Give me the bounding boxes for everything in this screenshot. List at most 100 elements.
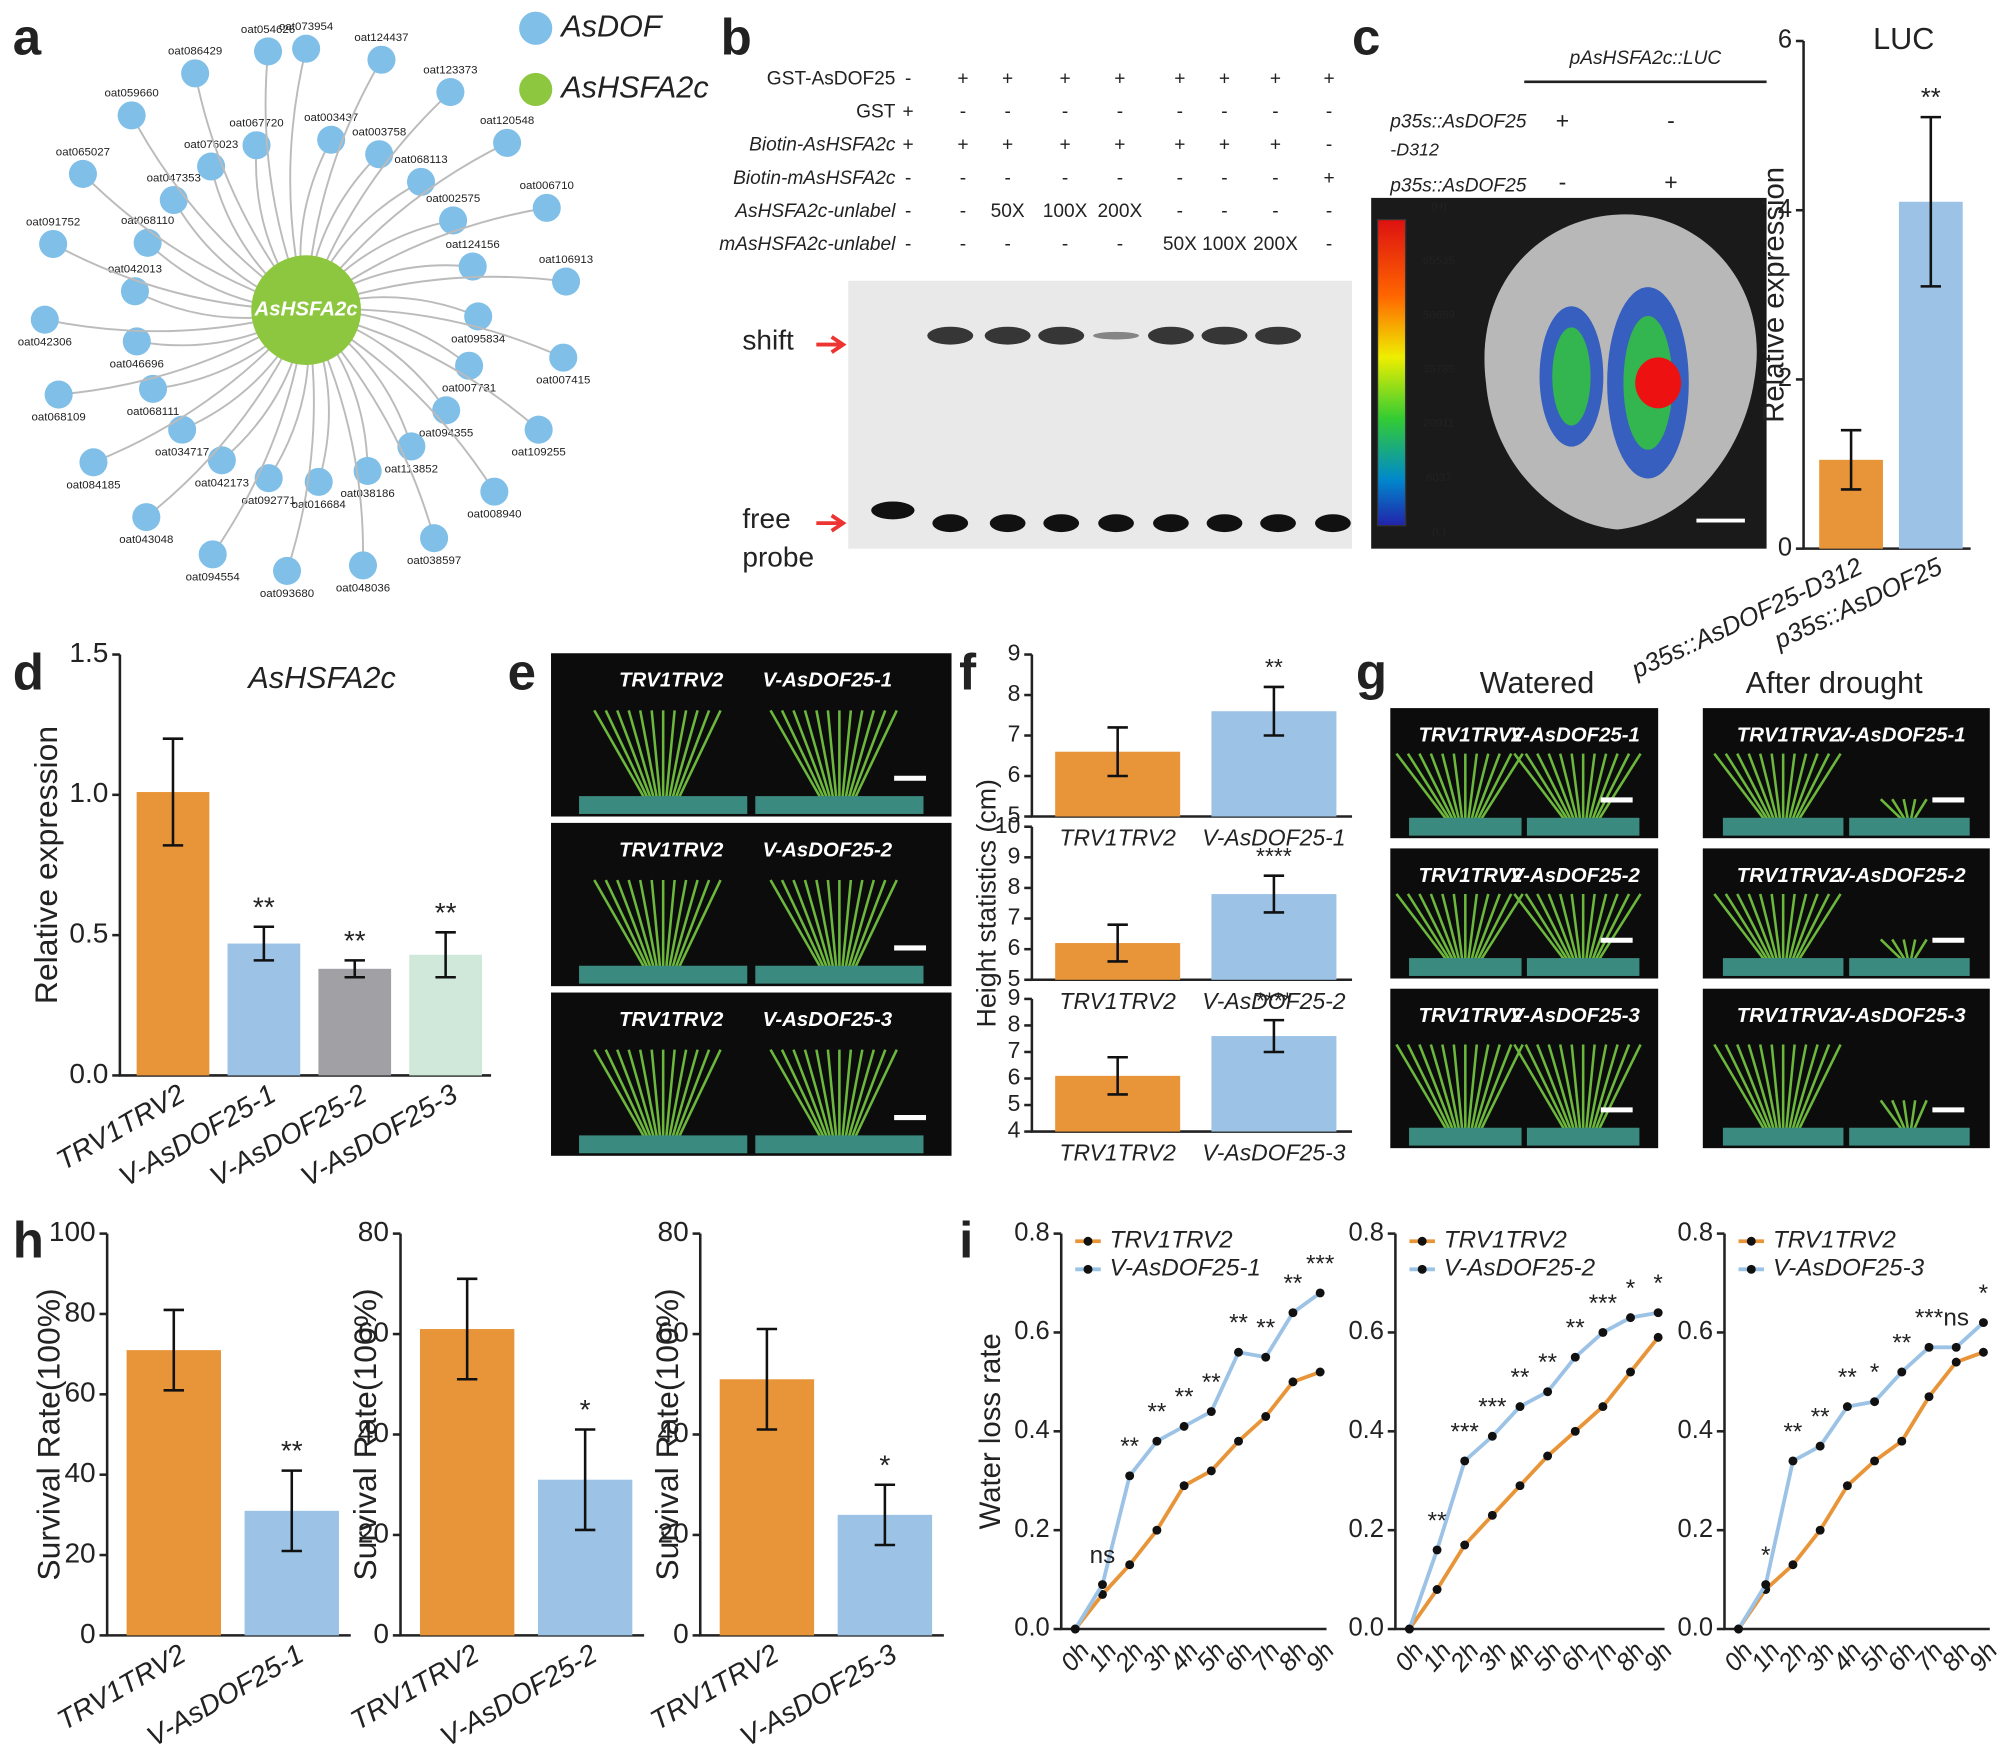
plant: [1467, 1044, 1479, 1130]
plant: [1736, 753, 1772, 820]
point: [1288, 1377, 1298, 1387]
gel-lane-sign: +: [903, 101, 914, 122]
node-label: oat068111: [127, 406, 180, 418]
significance: **: [253, 891, 275, 922]
y-tick-label: 9: [1008, 984, 1021, 1010]
plant: [1524, 752, 1569, 820]
significance: ****: [1256, 987, 1292, 1013]
y-tick-label: 0: [373, 1618, 389, 1649]
panel-letter: h: [13, 1211, 44, 1268]
point: [1924, 1392, 1934, 1402]
y-tick-label: 4: [1778, 195, 1792, 223]
gel-lane-sign: +: [1270, 68, 1281, 89]
y-axis-label: Height statistics (cm): [972, 779, 1002, 1027]
plant: [1747, 893, 1775, 960]
legend-label: AsDOF: [559, 9, 664, 43]
node: [79, 448, 108, 477]
y-tick-label: 0.0: [69, 1058, 108, 1089]
point: [1978, 1318, 1988, 1328]
plant: [1713, 893, 1766, 961]
pot: [755, 796, 924, 814]
colorbar-label: 6037: [1426, 472, 1452, 484]
y-tick-label: 7: [1008, 904, 1021, 930]
gel-lane-sign: -: [1272, 201, 1278, 222]
gel-lane-sign: +: [1059, 135, 1070, 156]
node: [44, 380, 73, 409]
significance: **: [1175, 1384, 1194, 1411]
node: [117, 101, 146, 130]
node-label: oat065027: [56, 146, 110, 158]
plant: [1441, 893, 1461, 960]
gel-lane-sign: -: [905, 68, 911, 89]
plant: [604, 1049, 649, 1138]
point: [1870, 1456, 1880, 1466]
plant: [841, 879, 853, 968]
x-tick-label: TRV1TRV2: [1059, 825, 1176, 851]
gel-lane-sign: -: [960, 201, 966, 222]
x-tick-label: V-AsDOF25-3: [295, 1078, 462, 1193]
point: [1897, 1436, 1907, 1446]
y-tick-label: 0.4: [1014, 1416, 1049, 1444]
x-tick-label: TRV1TRV2: [1059, 1140, 1176, 1166]
node: [552, 267, 581, 296]
node-label: oat008940: [467, 509, 521, 521]
y-tick-label: 0: [673, 1618, 689, 1649]
point: [1125, 1560, 1135, 1570]
gel-arrow-label: free: [742, 503, 790, 534]
gel-lane-sign: +: [1059, 68, 1070, 89]
colorbar-label: (H): [1431, 201, 1447, 213]
y-tick-label: 80: [64, 1296, 95, 1327]
gel-lane-sign: -: [1062, 101, 1068, 122]
plant: [826, 1049, 838, 1137]
plant: [1480, 752, 1524, 820]
plant: [674, 879, 711, 968]
node-label: oat068113: [394, 154, 447, 166]
plant: [1441, 753, 1461, 820]
y-tick-label: 40: [64, 1457, 95, 1488]
node-label: oat054626: [241, 24, 295, 36]
plant: [1418, 893, 1454, 960]
photo-label: TRV1TRV2: [619, 839, 724, 861]
point: [1653, 1332, 1663, 1342]
node: [432, 396, 461, 425]
node-label: oat046696: [110, 358, 164, 370]
plant: [815, 1049, 835, 1137]
colorbar-label: 65535: [1423, 255, 1455, 267]
plant: [850, 709, 887, 798]
y-tick-label: 60: [658, 1316, 689, 1347]
series-line: [1736, 1321, 1985, 1631]
series-line: [1736, 1350, 1985, 1631]
plant: [1470, 1044, 1490, 1130]
y-tick-label: 40: [658, 1417, 689, 1448]
error-bar: [874, 1483, 896, 1547]
plant: [1536, 753, 1572, 820]
gel-lane-sign: -: [1177, 168, 1183, 189]
node: [524, 415, 553, 444]
plant: [854, 709, 898, 798]
plant: [1524, 1043, 1569, 1130]
significance: **: [1202, 1369, 1221, 1396]
significance: ***: [1478, 1394, 1507, 1421]
plant: [1747, 1044, 1775, 1130]
plant: [1558, 753, 1579, 820]
node-label: oat042306: [18, 337, 72, 349]
error-bar: [1107, 726, 1128, 778]
plant: [1476, 893, 1513, 960]
gel-arrow: [816, 335, 847, 354]
gel-arrow-label: probe: [742, 541, 814, 572]
plant: [1441, 1044, 1461, 1130]
panel-letter: c: [1352, 8, 1380, 65]
node-label: oat093680: [260, 588, 314, 600]
point: [1070, 1624, 1080, 1634]
pot: [1849, 1127, 1970, 1146]
plant: [1570, 893, 1582, 960]
plant: [627, 710, 655, 798]
gel-lane-sign: 50X: [1163, 234, 1197, 255]
y-tick-label: 6: [1008, 761, 1021, 787]
plant: [1788, 1044, 1808, 1130]
point: [1234, 1436, 1243, 1446]
plant: [1758, 893, 1779, 960]
node: [68, 159, 97, 188]
significance: *: [1870, 1359, 1880, 1386]
